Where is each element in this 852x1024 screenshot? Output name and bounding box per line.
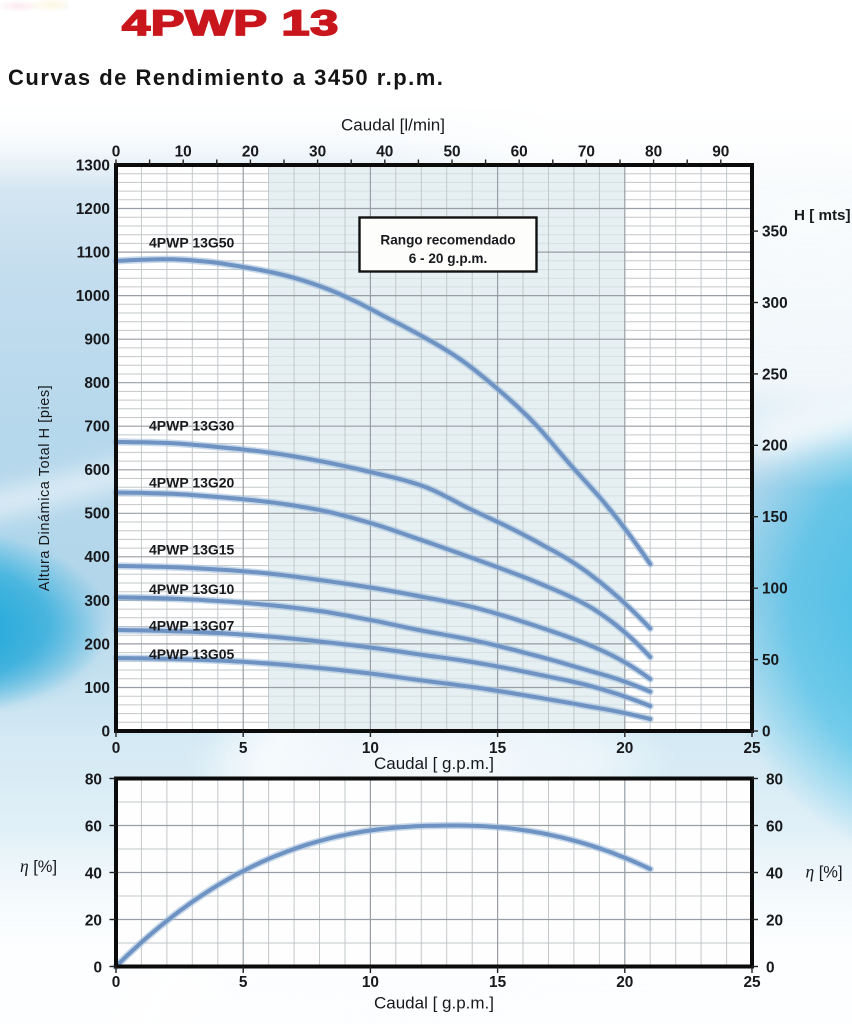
svg-text:4PWP 13G15: 4PWP 13G15 (149, 542, 235, 558)
svg-text:80: 80 (85, 772, 102, 789)
svg-text:10: 10 (362, 974, 379, 991)
svg-text:300: 300 (84, 593, 110, 610)
svg-text:800: 800 (84, 375, 110, 392)
svg-text:60: 60 (511, 144, 528, 161)
svg-text:5: 5 (239, 740, 248, 757)
svg-text:0: 0 (112, 144, 121, 161)
svg-text:10: 10 (175, 144, 192, 161)
svg-text:6 - 20 g.p.m.: 6 - 20 g.p.m. (409, 251, 488, 266)
svg-text:4PWP 13G05: 4PWP 13G05 (149, 646, 235, 662)
svg-text:300: 300 (762, 295, 788, 312)
svg-text:900: 900 (84, 332, 110, 349)
svg-text:0: 0 (112, 974, 121, 991)
svg-text:5: 5 (239, 974, 248, 991)
svg-text:40: 40 (766, 866, 783, 883)
svg-text:150: 150 (762, 509, 788, 526)
svg-text:20: 20 (85, 913, 102, 930)
svg-text:80: 80 (645, 144, 662, 161)
svg-text:100: 100 (84, 680, 110, 697)
svg-text:700: 700 (84, 419, 110, 436)
svg-text:600: 600 (84, 462, 110, 479)
svg-text:80: 80 (766, 772, 783, 789)
svg-text:4PWP 13G50: 4PWP 13G50 (149, 234, 235, 250)
svg-text:0: 0 (112, 740, 121, 757)
svg-text:40: 40 (85, 866, 102, 883)
svg-text:50: 50 (762, 652, 779, 669)
svg-text:20: 20 (616, 974, 633, 991)
svg-text:20: 20 (616, 740, 633, 757)
svg-text:0: 0 (101, 723, 110, 740)
svg-text:H [ mts]: H [ mts] (794, 207, 851, 224)
svg-text:4PWP 13G07: 4PWP 13G07 (149, 618, 235, 634)
svg-text:1300: 1300 (76, 157, 110, 174)
svg-text:400: 400 (84, 549, 110, 566)
svg-text:4PWP 13G10: 4PWP 13G10 (149, 581, 235, 597)
svg-text:500: 500 (84, 506, 110, 523)
svg-text:20: 20 (242, 144, 259, 161)
svg-text:1200: 1200 (76, 201, 110, 218)
svg-text:200: 200 (762, 438, 788, 455)
svg-text:Rango recomendado: Rango recomendado (380, 233, 515, 248)
svg-text:0: 0 (766, 960, 775, 977)
svg-text:Caudal [l/min]: Caudal [l/min] (341, 116, 445, 135)
svg-text:η [%]: η [%] (20, 856, 57, 876)
svg-text:4PWP 13G20: 4PWP 13G20 (149, 474, 235, 490)
svg-text:25: 25 (743, 974, 761, 991)
svg-text:Caudal [ g.p.m.]: Caudal [ g.p.m.] (374, 754, 494, 773)
svg-text:0: 0 (93, 960, 102, 977)
svg-text:350: 350 (762, 224, 788, 241)
svg-text:20: 20 (766, 913, 783, 930)
svg-text:50: 50 (443, 144, 460, 161)
svg-text:200: 200 (84, 636, 110, 653)
svg-text:15: 15 (489, 974, 507, 991)
svg-text:4PWP 13G30: 4PWP 13G30 (149, 417, 235, 433)
svg-text:100: 100 (762, 581, 788, 598)
svg-text:250: 250 (762, 366, 788, 383)
svg-text:70: 70 (578, 144, 595, 161)
svg-text:60: 60 (85, 819, 102, 836)
svg-text:90: 90 (712, 144, 729, 161)
svg-text:η [%]: η [%] (805, 862, 842, 882)
svg-text:15: 15 (489, 740, 507, 757)
svg-text:1100: 1100 (77, 245, 110, 262)
svg-text:30: 30 (309, 144, 326, 161)
svg-text:40: 40 (376, 144, 393, 161)
svg-text:25: 25 (743, 740, 761, 757)
svg-text:Caudal [ g.p.m.]: Caudal [ g.p.m.] (374, 994, 494, 1013)
svg-text:1000: 1000 (76, 288, 110, 305)
svg-text:0: 0 (762, 723, 771, 740)
svg-text:10: 10 (362, 740, 379, 757)
svg-text:Altura Dinámica Total H [pies]: Altura Dinámica Total H [pies] (37, 385, 53, 591)
svg-text:60: 60 (766, 819, 783, 836)
